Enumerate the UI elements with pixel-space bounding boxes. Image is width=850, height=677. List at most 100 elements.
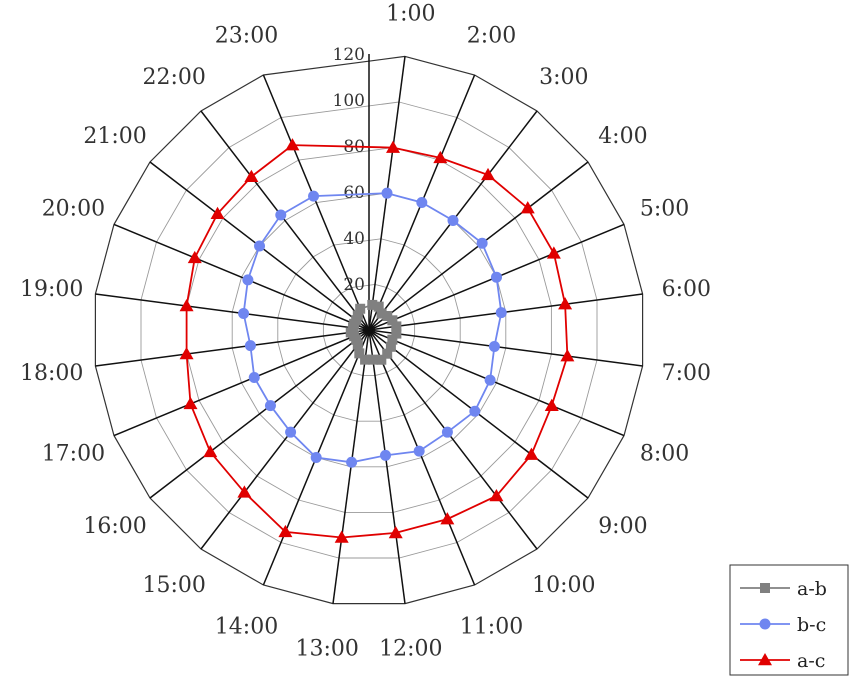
spoke-8:00 (368, 329, 625, 437)
data-point-a-c-11:00 (440, 512, 455, 525)
data-point-b-c-5:00 (490, 271, 502, 283)
grid-ring-80 (186, 147, 552, 513)
data-point-a-b-6:00 (391, 321, 402, 332)
category-label: 8:00 (640, 442, 689, 467)
category-label: 3:00 (539, 65, 588, 90)
data-point-a-b-12:00 (367, 354, 378, 365)
category-label: 11:00 (460, 615, 523, 640)
data-point-a-c-20:00 (187, 250, 202, 264)
data-point-a-c-14:00 (278, 524, 293, 538)
legend-box (729, 564, 849, 676)
data-point-a-b-4:00 (382, 310, 393, 321)
data-point-b-c-2:00 (416, 197, 428, 209)
series-b-c (238, 187, 507, 468)
data-point-a-b-7:00 (391, 328, 402, 339)
data-point-b-c-14:00 (310, 451, 322, 463)
data-point-b-c-16:00 (264, 400, 276, 412)
spoke-20:00 (113, 223, 370, 331)
tick-label-20: 20 (343, 275, 365, 295)
category-label: 17:00 (42, 442, 105, 467)
category-label: 23:00 (215, 23, 278, 48)
legend-marker-a-c (758, 653, 772, 666)
data-point-a-c-8:00 (544, 398, 559, 411)
tick-label-120: 120 (333, 45, 365, 65)
spoke-16:00 (149, 329, 370, 499)
legend-marker-a-b (760, 583, 770, 593)
data-point-a-c-18:00 (179, 347, 194, 360)
category-label: 12:00 (379, 636, 442, 661)
series-line-b-c (242, 192, 503, 464)
data-point-a-b-2:00 (373, 301, 384, 312)
spoke-7:00 (368, 329, 643, 367)
data-point-a-c-16:00 (203, 444, 218, 458)
category-label: 14:00 (215, 615, 278, 640)
data-point-b-c-18:00 (244, 340, 256, 352)
data-point-a-c-4:00 (520, 201, 535, 214)
legend-label-a-b: a-b (797, 578, 827, 600)
series-a-c (179, 138, 575, 543)
category-label: 7:00 (662, 361, 711, 386)
grid-ring-100 (140, 101, 598, 559)
data-point-a-c-10:00 (489, 489, 504, 502)
data-point-a-b-5:00 (387, 315, 398, 326)
data-point-b-c-8:00 (484, 374, 496, 386)
data-point-b-c-21:00 (254, 240, 266, 252)
grid-ring-40 (277, 238, 461, 422)
data-point-a-b-9:00 (385, 341, 396, 352)
data-point-a-c-22:00 (244, 169, 259, 182)
data-point-a-c-6:00 (558, 297, 573, 310)
category-label: 21:00 (83, 124, 146, 149)
data-point-a-b-23:00 (355, 303, 366, 314)
data-point-a-b-3:00 (376, 308, 387, 319)
spoke-11:00 (368, 329, 476, 586)
radar-grid (94, 54, 644, 605)
data-point-a-c-17:00 (183, 396, 198, 410)
spoke-19:00 (95, 293, 370, 331)
data-point-a-b-10:00 (382, 348, 393, 359)
tick-label-60: 60 (343, 183, 365, 203)
spoke-22:00 (200, 110, 370, 331)
category-labels: 1:00 2:00 3:00 4:00 5:00 6:00 7:00 8:00 9:00 10:0… (20, 2, 711, 662)
data-point-b-c-12:00 (380, 449, 392, 461)
spoke-23:00 (262, 74, 370, 331)
data-point-a-b-11:00 (376, 354, 387, 365)
data-point-a-c-23:00 (285, 138, 300, 151)
data-point-a-b-8:00 (387, 334, 398, 345)
data-point-a-c-5:00 (546, 246, 561, 259)
spoke-17:00 (113, 329, 370, 437)
data-point-b-c-20:00 (242, 274, 254, 286)
data-point-a-b-13:00 (360, 354, 371, 365)
data-point-a-c-2:00 (433, 150, 448, 164)
data-point-b-c-7:00 (488, 341, 500, 353)
category-label: 9:00 (598, 514, 647, 539)
category-label: 5:00 (640, 197, 689, 222)
data-point-b-c-13:00 (346, 456, 358, 468)
data-point-a-c-13:00 (334, 530, 349, 543)
data-point-a-c-15:00 (237, 485, 252, 498)
category-label: 1:00 (386, 2, 435, 27)
series-layer (179, 138, 575, 543)
data-point-b-c-1:00 (381, 187, 393, 199)
category-label: 20:00 (42, 197, 105, 222)
spoke-12:00 (368, 329, 406, 604)
data-point-a-c-19:00 (179, 298, 194, 312)
data-point-a-c-3:00 (481, 167, 496, 181)
series-a-b (345, 299, 402, 365)
category-label: 15:00 (142, 573, 205, 598)
data-point-a-c-9:00 (524, 447, 539, 460)
data-point-b-c-23:00 (308, 190, 320, 202)
data-point-b-c-15:00 (285, 426, 297, 438)
spoke-18:00 (95, 329, 370, 367)
data-point-a-c-1:00 (386, 140, 401, 153)
data-point-b-c-6:00 (495, 307, 507, 319)
category-label: 4:00 (598, 124, 647, 149)
category-label: 6:00 (662, 277, 711, 302)
data-point-b-c-19:00 (238, 307, 250, 319)
data-point-a-b-22:00 (352, 310, 363, 321)
category-label: 22:00 (142, 65, 205, 90)
spoke-15:00 (200, 329, 370, 550)
legend-marker-b-c (759, 618, 771, 630)
legend-label-b-c: b-c (797, 614, 826, 636)
data-point-b-c-3:00 (447, 215, 459, 227)
